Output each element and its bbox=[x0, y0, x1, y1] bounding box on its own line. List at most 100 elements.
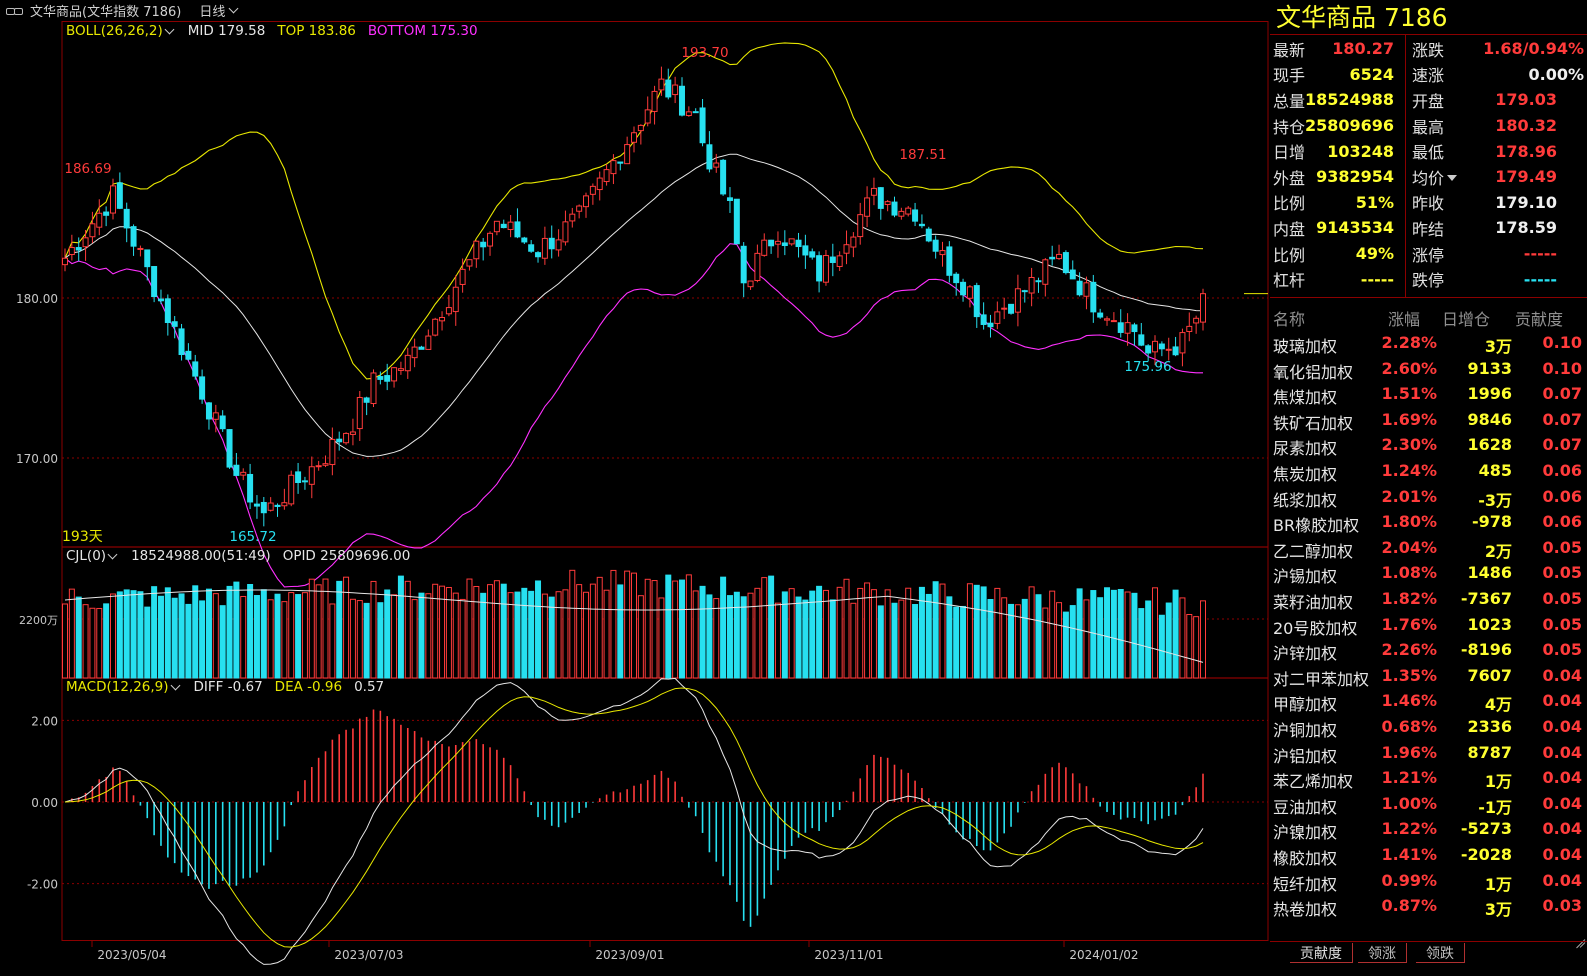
list-item[interactable]: 豆油加权 1.00% -1万 0.04 bbox=[1270, 791, 1587, 817]
list-item[interactable]: 热卷加权 0.87% 3万 0.03 bbox=[1270, 893, 1587, 919]
volume-bar bbox=[747, 592, 754, 679]
list-item[interactable]: 对二甲苯加权 1.35% 7607 0.04 bbox=[1270, 663, 1587, 689]
candle-body bbox=[761, 239, 768, 256]
volume-bar bbox=[1193, 616, 1200, 679]
col-contribution-header[interactable]: 贡献度 bbox=[1515, 310, 1564, 329]
col-name-header[interactable]: 名称 bbox=[1273, 310, 1306, 329]
quote-value: 18524988 bbox=[1304, 90, 1394, 110]
boll-mid-line bbox=[64, 153, 1204, 457]
volume-bar bbox=[541, 593, 548, 679]
list-item[interactable]: 橡胶加权 1.41% -2028 0.04 bbox=[1270, 842, 1587, 868]
item-name: 尿素加权 bbox=[1273, 439, 1338, 459]
candle-body bbox=[418, 346, 425, 350]
list-item[interactable]: 甲醇加权 1.46% 4万 0.04 bbox=[1270, 688, 1587, 714]
item-name: 20号胶加权 bbox=[1273, 618, 1358, 638]
quote-value: 180.32 bbox=[1495, 116, 1557, 136]
candle-body bbox=[432, 318, 439, 336]
list-item[interactable]: 沪锡加权 1.08% 1486 0.05 bbox=[1270, 560, 1587, 586]
list-item[interactable]: BR橡胶加权 1.80% -978 0.06 bbox=[1270, 509, 1587, 535]
item-change: 1.82% bbox=[1381, 589, 1437, 608]
macd-indicator-selector[interactable]: MACD(12,26,9) bbox=[66, 679, 182, 695]
candle-body bbox=[336, 438, 343, 443]
volume-bar bbox=[966, 583, 973, 679]
chart-title-bar: 文华商品(文华指数 7186) 日线 bbox=[0, 0, 1285, 21]
list-item[interactable]: 菜籽油加权 1.82% -7367 0.05 bbox=[1270, 586, 1587, 612]
item-name: 铁矿石加权 bbox=[1273, 413, 1354, 433]
volume-bar bbox=[171, 597, 178, 679]
quote-value: 178.59 bbox=[1495, 218, 1557, 238]
volume-bar bbox=[788, 588, 795, 679]
col-change-header[interactable]: 涨幅 bbox=[1388, 310, 1421, 329]
candle-body bbox=[788, 238, 795, 245]
quote-value: 0.00% bbox=[1528, 64, 1584, 84]
list-item[interactable]: 沪镍加权 1.22% -5273 0.04 bbox=[1270, 816, 1587, 842]
tab-leading-up[interactable]: 领涨 bbox=[1358, 943, 1407, 963]
volume-bar bbox=[418, 592, 425, 679]
candle-body bbox=[1138, 334, 1145, 346]
list-item[interactable]: 纸浆加权 2.01% -3万 0.06 bbox=[1270, 484, 1587, 510]
volume-bar bbox=[1028, 586, 1035, 679]
list-item[interactable]: 尿素加权 2.30% 1628 0.07 bbox=[1270, 432, 1587, 458]
volume-bar bbox=[521, 587, 528, 679]
col-oi-header[interactable]: 日增仓 bbox=[1442, 310, 1491, 329]
candle-body bbox=[75, 247, 82, 251]
candle-body bbox=[178, 328, 185, 356]
candle-body bbox=[1097, 312, 1104, 318]
list-item[interactable]: 短纤加权 0.99% 1万 0.04 bbox=[1270, 868, 1587, 894]
item-contribution: 0.05 bbox=[1542, 640, 1582, 660]
candle-body bbox=[816, 255, 823, 282]
resize-icon[interactable] bbox=[1573, 928, 1585, 940]
volume-bar bbox=[569, 569, 576, 679]
volume-bar bbox=[500, 583, 507, 679]
volume-bar bbox=[870, 589, 877, 679]
list-item[interactable]: 焦炭加权 1.24% 485 0.06 bbox=[1270, 458, 1587, 484]
volume-bar bbox=[774, 602, 781, 679]
candle-body bbox=[740, 245, 747, 284]
tab-contribution[interactable]: 贡献度 bbox=[1290, 943, 1353, 963]
candle-body bbox=[1117, 322, 1124, 333]
list-item[interactable]: 沪铝加权 1.96% 8787 0.04 bbox=[1270, 740, 1587, 766]
link-icon[interactable] bbox=[4, 4, 26, 18]
list-item[interactable]: 沪锌加权 2.26% -8196 0.05 bbox=[1270, 637, 1587, 663]
volume-bar bbox=[89, 607, 96, 679]
period-selector[interactable]: 日线 bbox=[199, 1, 240, 20]
candle-body bbox=[363, 397, 370, 403]
list-item[interactable]: 沪铜加权 0.68% 2336 0.04 bbox=[1270, 714, 1587, 740]
list-item[interactable]: 20号胶加权 1.76% 1023 0.05 bbox=[1270, 612, 1587, 638]
volume-bar bbox=[315, 584, 322, 679]
item-oi: 1628 bbox=[1467, 435, 1512, 455]
candle-body bbox=[836, 255, 843, 267]
candle-body bbox=[809, 251, 816, 258]
list-item[interactable]: 铁矿石加权 1.69% 9846 0.07 bbox=[1270, 407, 1587, 433]
quote-label: 最新 bbox=[1273, 40, 1306, 60]
item-oi: 485 bbox=[1478, 461, 1512, 480]
volume-bar bbox=[260, 589, 267, 679]
candle-body bbox=[82, 237, 89, 248]
caret-down-icon[interactable] bbox=[1447, 175, 1458, 182]
volume-bar bbox=[1200, 600, 1206, 679]
list-item[interactable]: 焦煤加权 1.51% 1996 0.07 bbox=[1270, 381, 1587, 407]
item-oi: 2336 bbox=[1467, 717, 1512, 736]
high-annotation: 187.51 bbox=[899, 147, 946, 163]
quote-value: ----- bbox=[1360, 269, 1394, 289]
list-item[interactable]: 乙二醇加权 2.04% 2万 0.05 bbox=[1270, 535, 1587, 561]
boll-indicator-selector[interactable]: BOLL(26,26,2) bbox=[66, 23, 176, 39]
quote-label: 比例 bbox=[1273, 194, 1306, 214]
candle-body bbox=[370, 372, 377, 405]
volume-bar bbox=[1179, 597, 1186, 679]
kline-chart[interactable]: 180.00 170.00 2200万 2.00 0.00 -2.00 2023/05/04… bbox=[0, 21, 1270, 976]
quote-label: 总量 bbox=[1273, 91, 1306, 111]
quote-row: 现手 6524 速涨 0.00% bbox=[1270, 62, 1587, 88]
list-item[interactable]: 氧化铝加权 2.60% 9133 0.10 bbox=[1270, 356, 1587, 382]
chevron-down-icon bbox=[170, 680, 180, 690]
candle-body bbox=[144, 249, 151, 268]
macd-diff-line bbox=[64, 677, 1204, 965]
volume-indicator-selector[interactable]: CJL(0) bbox=[66, 548, 119, 564]
chart-frame bbox=[61, 21, 1269, 941]
candle-body bbox=[925, 228, 932, 242]
tab-leading-down[interactable]: 领跌 bbox=[1416, 943, 1465, 963]
quote-label: 比例 bbox=[1273, 245, 1306, 265]
list-item[interactable]: 玻璃加权 2.28% 3万 0.10 bbox=[1270, 330, 1587, 356]
list-item[interactable]: 苯乙烯加权 1.21% 1万 0.04 bbox=[1270, 765, 1587, 791]
candle-body bbox=[521, 237, 528, 243]
